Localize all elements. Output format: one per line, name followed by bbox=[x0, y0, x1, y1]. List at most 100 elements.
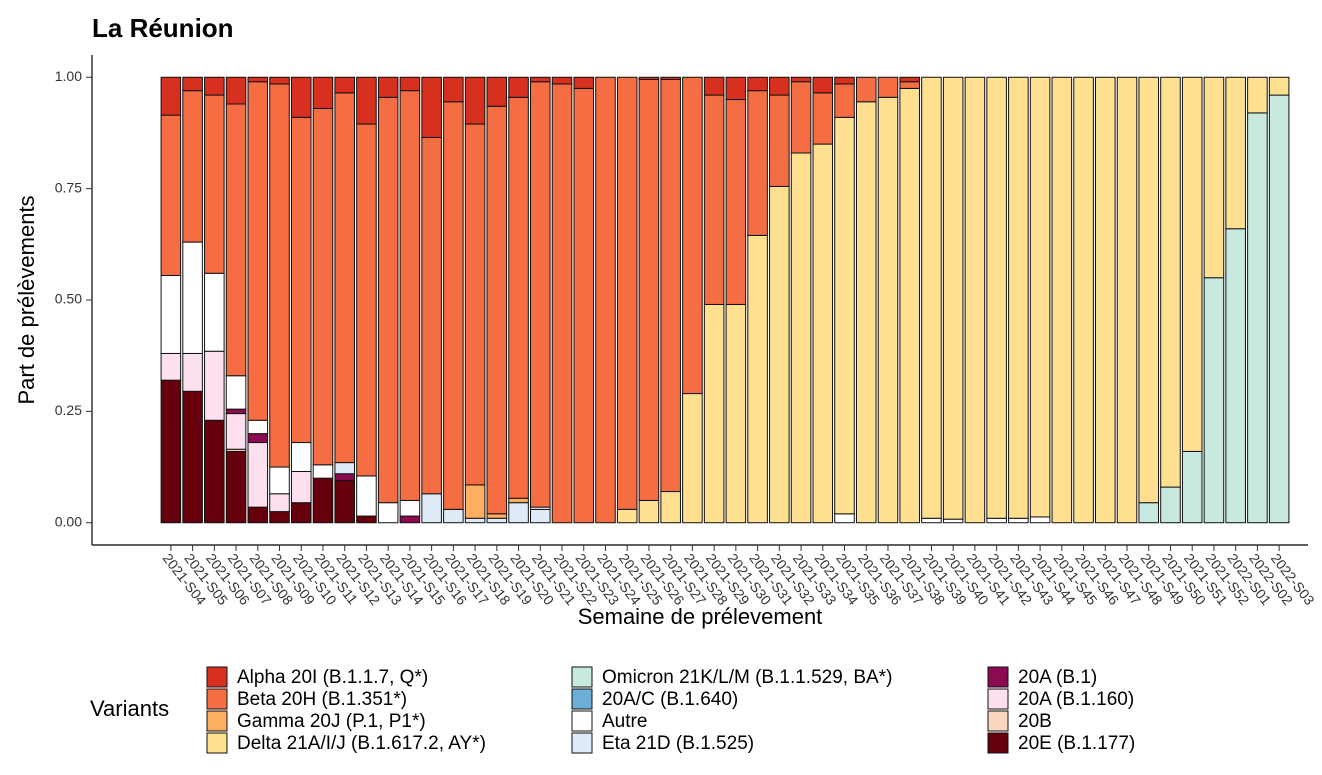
bar-segment bbox=[204, 272, 225, 352]
bar-segment bbox=[225, 450, 247, 524]
bar-segment bbox=[573, 87, 595, 524]
bar-segment bbox=[247, 442, 269, 508]
bar-segment bbox=[573, 76, 595, 89]
bar-segment bbox=[486, 517, 508, 524]
bar-segment bbox=[160, 275, 182, 354]
bar-segment bbox=[725, 303, 747, 524]
bar-segment bbox=[247, 419, 269, 435]
bar-segment bbox=[834, 76, 855, 85]
legend-label: Beta 20H (B.1.351*) bbox=[237, 689, 407, 710]
bar-segment bbox=[486, 105, 508, 515]
bar-segment bbox=[790, 76, 812, 83]
bar-segment bbox=[855, 101, 877, 524]
bar-segment bbox=[290, 502, 312, 524]
bar-segment bbox=[464, 484, 486, 519]
bar-segment bbox=[356, 515, 377, 524]
y-tick-label: 0.00 bbox=[55, 513, 82, 529]
bar-segment bbox=[204, 94, 225, 274]
legend-label: 20E (B.1.177) bbox=[1018, 733, 1135, 754]
bar-segment bbox=[1008, 517, 1029, 524]
bar-segment bbox=[638, 79, 660, 501]
legend-swatch bbox=[571, 688, 593, 710]
legend-swatch bbox=[987, 732, 1009, 754]
bar-segment bbox=[356, 475, 377, 517]
bar-segment bbox=[1247, 76, 1268, 114]
legend-swatch bbox=[206, 688, 228, 710]
bar-segment bbox=[225, 375, 247, 410]
bar-segment bbox=[812, 143, 834, 524]
bar-segment bbox=[921, 517, 942, 524]
bar-segment bbox=[269, 493, 290, 513]
legend-label: Alpha 20I (B.1.1.7, Q*) bbox=[237, 667, 428, 688]
bar-segment bbox=[1268, 94, 1290, 524]
y-tick-label: 0.50 bbox=[55, 291, 82, 307]
bar-segment bbox=[312, 464, 334, 479]
bar-segment bbox=[1181, 76, 1203, 452]
bar-segment bbox=[356, 76, 377, 125]
bar-segment bbox=[834, 116, 855, 515]
bar-segment bbox=[616, 76, 638, 510]
bar-segment bbox=[877, 96, 899, 524]
bar-segment bbox=[638, 499, 660, 524]
bar-segment bbox=[1051, 76, 1073, 524]
legend-swatch bbox=[206, 710, 228, 732]
bar-segment bbox=[247, 76, 269, 83]
bar-segment bbox=[182, 241, 203, 354]
bar-segment bbox=[377, 76, 399, 98]
bar-segment bbox=[703, 303, 725, 524]
legend-title: Variants bbox=[90, 696, 169, 721]
bar-segment bbox=[682, 393, 703, 524]
bar-segment bbox=[812, 76, 834, 94]
bar-segment bbox=[1225, 76, 1246, 230]
legend-label: Autre bbox=[602, 711, 647, 732]
bar-segment bbox=[769, 94, 790, 187]
bar-segment bbox=[290, 442, 312, 472]
bar-segment bbox=[160, 114, 182, 276]
bar-segment bbox=[421, 136, 442, 495]
bar-segment bbox=[834, 83, 855, 118]
bar-segment bbox=[660, 491, 681, 524]
bar-segment bbox=[725, 99, 747, 305]
legend-label: 20A/C (B.1.640) bbox=[602, 689, 738, 710]
bar-segment bbox=[182, 90, 203, 243]
bar-segment bbox=[1095, 76, 1116, 524]
bar-segment bbox=[290, 116, 312, 444]
bar-segment bbox=[530, 508, 551, 524]
legend-label: 20A (B.1) bbox=[1018, 667, 1097, 688]
bar-segment bbox=[508, 96, 529, 499]
bar-segment bbox=[1008, 76, 1029, 519]
bar-segment bbox=[877, 76, 899, 98]
bar-segment bbox=[486, 513, 508, 519]
bar-segment bbox=[160, 352, 182, 381]
legend-label: Omicron 21K/L/M (B.1.1.529, BA*) bbox=[602, 667, 892, 688]
bar-segment bbox=[508, 76, 529, 98]
bar-segment bbox=[790, 81, 812, 154]
bar-segment bbox=[530, 81, 551, 508]
bar-segment bbox=[834, 513, 855, 524]
legend-label: Delta 21A/I/J (B.1.617.2, AY*) bbox=[237, 733, 486, 754]
bar-segment bbox=[312, 76, 334, 109]
bar-segment bbox=[921, 76, 942, 519]
bar-segment bbox=[290, 471, 312, 504]
bar-segment bbox=[225, 408, 247, 415]
bar-segment bbox=[1029, 516, 1051, 524]
bar-segment bbox=[464, 123, 486, 486]
bar-segment bbox=[1203, 76, 1225, 279]
legend-label: Gamma 20J (P.1, P1*) bbox=[237, 711, 426, 732]
legend-swatch bbox=[987, 666, 1009, 688]
bar-segment bbox=[1029, 76, 1051, 518]
bar-segment bbox=[399, 515, 421, 524]
bar-segment bbox=[225, 76, 247, 105]
bar-segment bbox=[769, 185, 790, 524]
bar-segment bbox=[508, 502, 529, 524]
bar-segment bbox=[269, 76, 290, 85]
y-tick-label: 0.75 bbox=[55, 179, 82, 195]
bar-segment bbox=[790, 152, 812, 524]
legend-swatch bbox=[571, 710, 593, 732]
bar-segment bbox=[204, 350, 225, 421]
bar-segment bbox=[160, 379, 182, 524]
bar-segment bbox=[551, 76, 573, 85]
legend-label: Eta 21D (B.1.525) bbox=[602, 733, 754, 754]
bar-segment bbox=[269, 83, 290, 468]
bar-segment bbox=[551, 83, 573, 524]
